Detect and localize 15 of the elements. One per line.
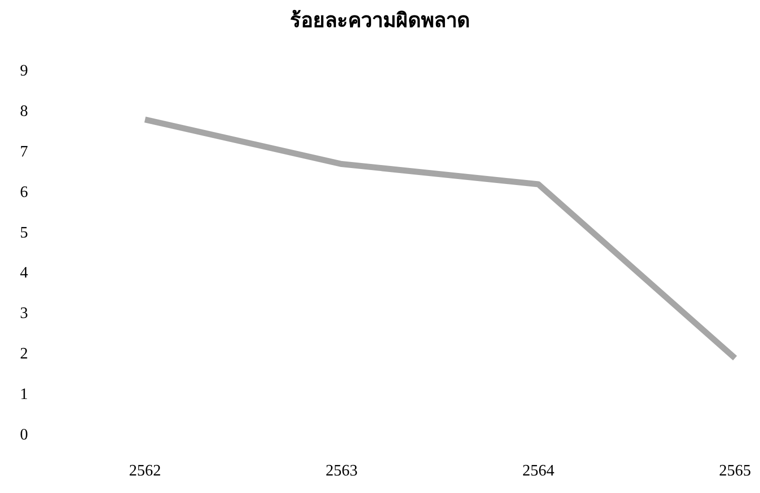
y-tick-label: 4 bbox=[20, 264, 28, 282]
x-tick-label: 2565 bbox=[719, 462, 751, 480]
y-tick-label: 7 bbox=[20, 143, 28, 160]
y-tick-label: 5 bbox=[20, 224, 28, 242]
y-tick-label: 9 bbox=[20, 62, 28, 80]
y-tick-label: 8 bbox=[20, 102, 28, 120]
x-tick-label: 2562 bbox=[129, 462, 161, 480]
x-tick-label: 2564 bbox=[522, 462, 554, 480]
y-tick-label: 1 bbox=[20, 386, 28, 404]
chart-title: ร้อยละความผิดพลาด bbox=[290, 9, 470, 32]
y-tick-label: 0 bbox=[20, 426, 28, 444]
y-tick-label: 2 bbox=[20, 346, 28, 363]
x-tick-label: 2563 bbox=[326, 462, 358, 480]
y-tick-label: 3 bbox=[20, 305, 28, 322]
y-tick-label: 6 bbox=[20, 184, 28, 201]
